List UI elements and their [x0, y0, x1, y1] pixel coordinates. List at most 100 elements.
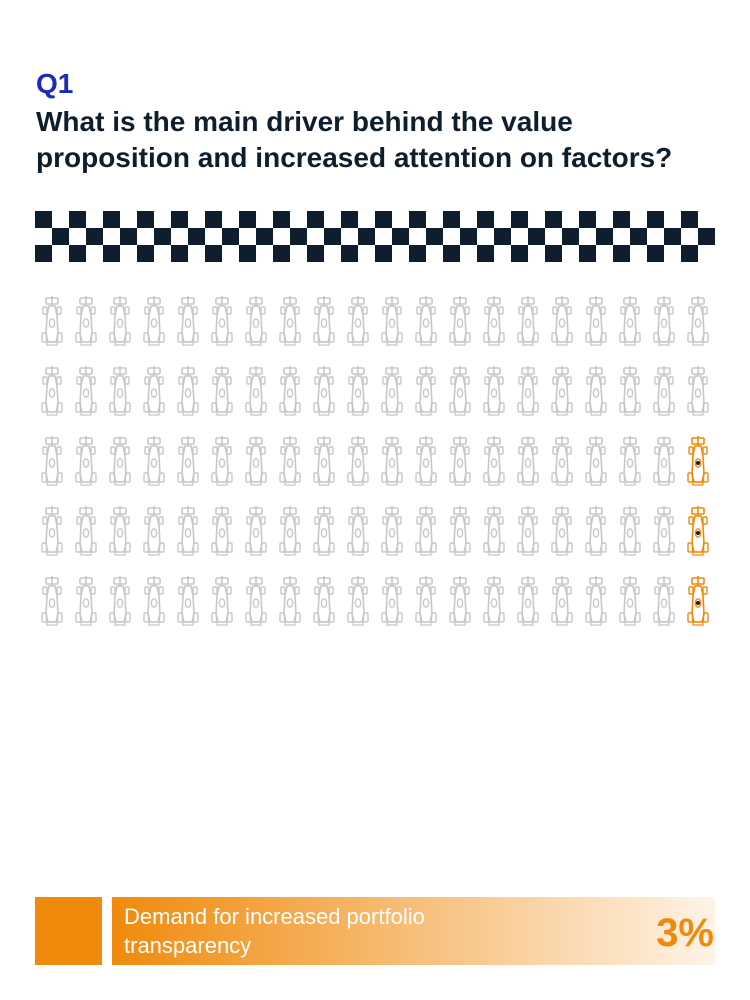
race-car-icon [41, 365, 63, 416]
race-car-icon [41, 295, 63, 346]
checker-square [647, 245, 664, 262]
race-car-icon [551, 575, 573, 626]
checker-square [137, 211, 154, 228]
race-car-icon [449, 295, 471, 346]
race-car-icon [381, 575, 403, 626]
checker-square [35, 211, 52, 228]
race-car-icon [687, 365, 709, 416]
legend-value: 3% [656, 911, 714, 955]
checker-square [477, 211, 494, 228]
checker-square [426, 228, 443, 245]
checker-square [273, 245, 290, 262]
race-car-icon [245, 435, 267, 486]
question-title: What is the main driver behind the value… [36, 106, 673, 173]
checker-square [307, 211, 324, 228]
checker-square [443, 245, 460, 262]
race-car-icon [517, 365, 539, 416]
checker-square [375, 211, 392, 228]
checker-square [222, 228, 239, 245]
race-car-icon-highlighted [687, 575, 709, 626]
checker-square [511, 245, 528, 262]
race-car-icon [109, 365, 131, 416]
race-car-icon-highlighted [687, 505, 709, 556]
race-car-icon [483, 295, 505, 346]
race-car-icon [449, 365, 471, 416]
race-car-icon [653, 575, 675, 626]
checker-square [409, 211, 426, 228]
race-car-icon [585, 575, 607, 626]
checker-square [579, 245, 596, 262]
race-car-icon [177, 505, 199, 556]
checker-square [664, 228, 681, 245]
race-car-icon [313, 435, 335, 486]
race-car-icon [347, 575, 369, 626]
race-car-icon [143, 505, 165, 556]
driver-helmet-dot [696, 531, 700, 535]
checker-square [579, 211, 596, 228]
race-car-icon [619, 365, 641, 416]
race-car-icon [279, 505, 301, 556]
race-car-icon [75, 365, 97, 416]
race-car-icon [211, 575, 233, 626]
checker-square [154, 228, 171, 245]
question-number: Q1 [36, 68, 74, 99]
race-car-icon [687, 295, 709, 346]
race-car-pictogram [41, 295, 709, 626]
race-car-icon [143, 575, 165, 626]
race-car-icon [245, 365, 267, 416]
race-car-icon [653, 435, 675, 486]
checker-square [494, 228, 511, 245]
race-car-icon [245, 505, 267, 556]
race-car-icon [415, 295, 437, 346]
driver-helmet-dot [696, 601, 700, 605]
race-car-icon-highlighted [687, 435, 709, 486]
checker-square [307, 245, 324, 262]
checker-square [171, 211, 188, 228]
race-car-icon [211, 295, 233, 346]
race-car-icon [313, 505, 335, 556]
race-car-icon [177, 575, 199, 626]
race-car-icon [41, 505, 63, 556]
checker-square [86, 228, 103, 245]
race-car-icon [279, 435, 301, 486]
checker-square [545, 211, 562, 228]
race-car-icon [109, 575, 131, 626]
race-car-icon [415, 435, 437, 486]
checker-square [103, 245, 120, 262]
checker-square [596, 228, 613, 245]
checker-square [528, 228, 545, 245]
race-car-icon [483, 505, 505, 556]
race-car-icon [109, 505, 131, 556]
checker-square [613, 245, 630, 262]
checker-square [273, 211, 290, 228]
checker-square [562, 228, 579, 245]
race-car-icon [551, 505, 573, 556]
checker-square [613, 211, 630, 228]
checker-square [69, 245, 86, 262]
race-car-icon [313, 365, 335, 416]
race-car-icon [313, 295, 335, 346]
race-car-icon [653, 295, 675, 346]
race-car-icon [551, 295, 573, 346]
checker-square [120, 228, 137, 245]
checker-square [630, 228, 647, 245]
race-car-icon [347, 295, 369, 346]
checker-square [239, 211, 256, 228]
race-car-icon [279, 575, 301, 626]
checker-square [511, 211, 528, 228]
checker-square [358, 228, 375, 245]
checker-square [69, 211, 86, 228]
checker-square [409, 245, 426, 262]
checker-square [460, 228, 477, 245]
checker-square [256, 228, 273, 245]
race-car-icon [177, 435, 199, 486]
checker-square [392, 228, 409, 245]
race-car-icon [449, 435, 471, 486]
race-car-icon [483, 365, 505, 416]
race-car-icon [381, 295, 403, 346]
checker-square [103, 211, 120, 228]
race-car-icon [381, 365, 403, 416]
race-car-icon [585, 365, 607, 416]
race-car-icon [75, 575, 97, 626]
checker-square [188, 228, 205, 245]
